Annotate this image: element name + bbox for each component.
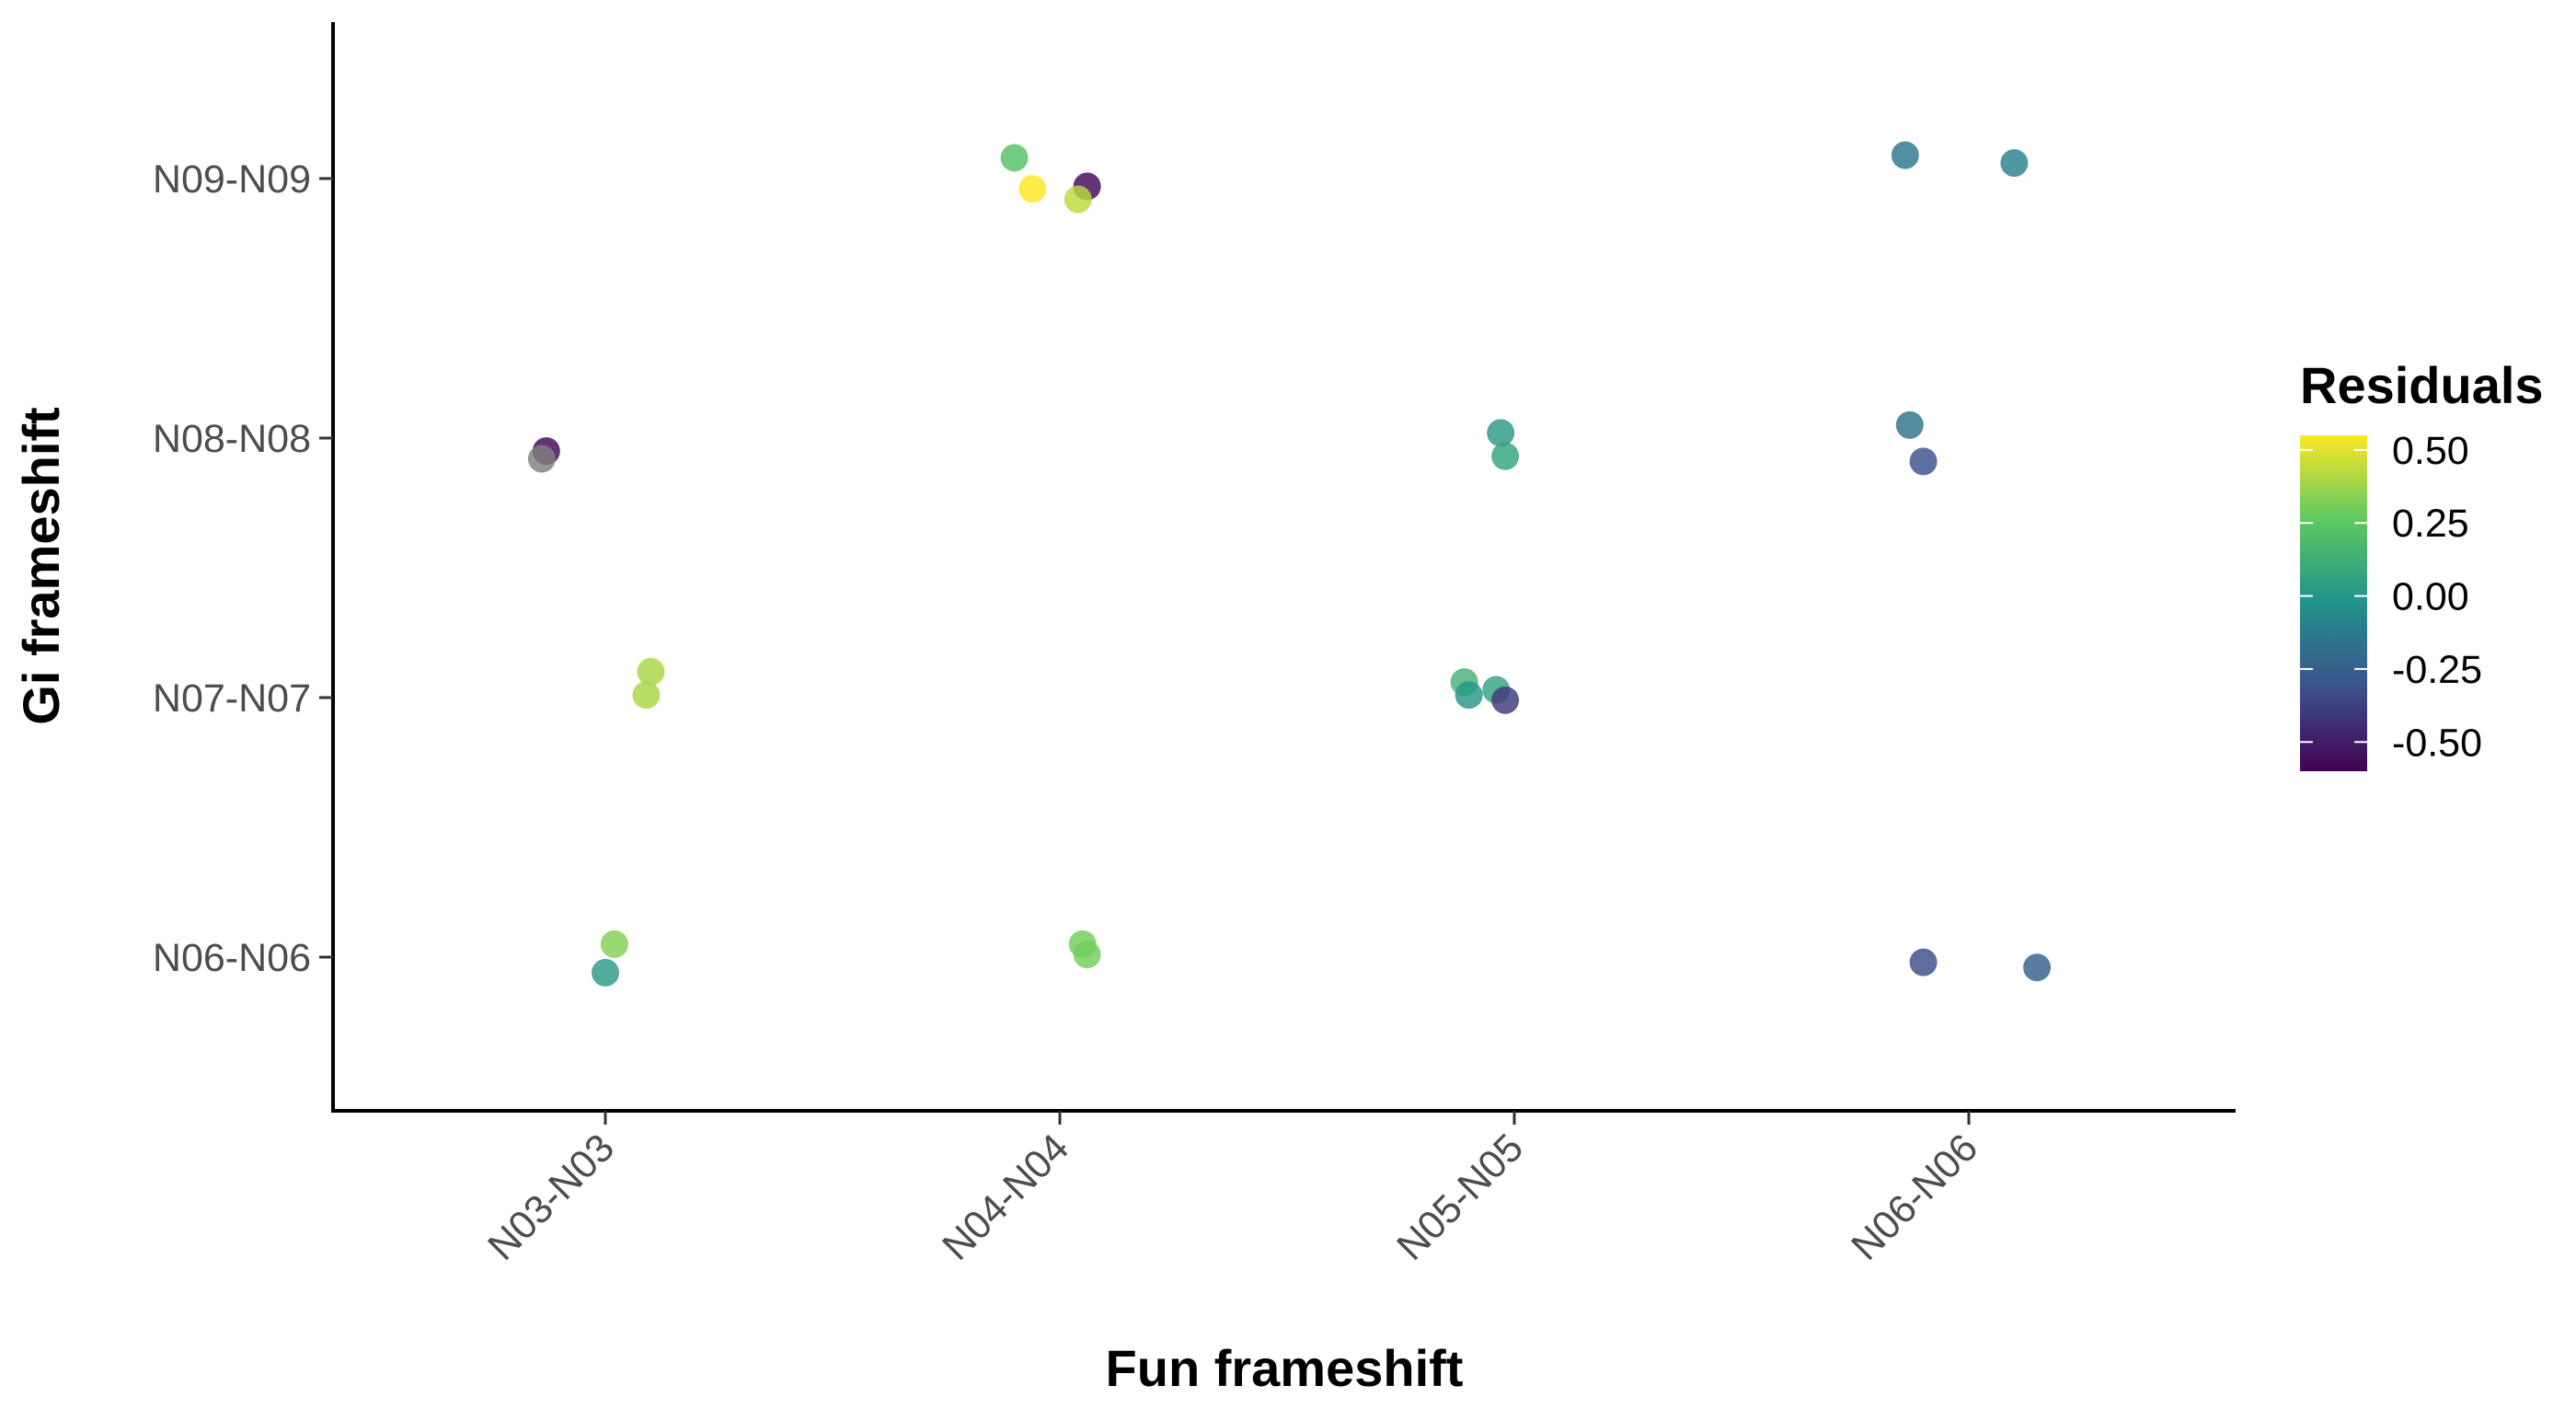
scatter-point xyxy=(1455,681,1483,710)
y-tick-label: N06-N06 xyxy=(153,936,311,980)
x-tick-label: N03-N03 xyxy=(479,1126,623,1269)
scatter-point xyxy=(1487,419,1515,447)
colorbar-tick-label: 0.25 xyxy=(2392,502,2469,546)
colorbar-legend: Residuals 0.50 0.25 0.00 -0.25 -0.50 xyxy=(2300,356,2544,771)
colorbar xyxy=(2300,435,2367,771)
x-tick-label: N06-N06 xyxy=(1843,1126,1986,1269)
axes xyxy=(331,22,2236,1113)
scatter-point xyxy=(1064,185,1092,214)
y-tick-label: N07-N07 xyxy=(153,676,311,721)
scatter-point xyxy=(600,930,628,958)
scatter-point xyxy=(1909,447,1938,476)
scatter-point xyxy=(637,657,665,686)
colorbar-ticks: 0.50 0.25 0.00 -0.25 -0.50 xyxy=(2300,429,2482,765)
scatter-point xyxy=(1909,948,1938,976)
colorbar-tick-label: 0.00 xyxy=(2392,575,2469,619)
y-axis-ticks: N06-N06 N07-N07 N08-N08 N09-N09 xyxy=(153,157,333,980)
scatter-point xyxy=(1000,144,1029,172)
scatter-point xyxy=(1891,141,1919,169)
x-tick-label: N05-N05 xyxy=(1388,1126,1532,1269)
x-tick-label: N04-N04 xyxy=(934,1126,1077,1269)
x-axis-ticks: N03-N03 N04-N04 N05-N05 N06-N06 xyxy=(479,1111,1986,1269)
scatter-point xyxy=(1018,175,1047,203)
scatter-point xyxy=(592,958,619,987)
scatter-point xyxy=(632,681,661,710)
colorbar-tick-label: -0.25 xyxy=(2392,648,2482,692)
scatter-point xyxy=(1491,442,1520,470)
y-tick-label: N09-N09 xyxy=(153,157,311,202)
scatter-point xyxy=(2000,149,2029,178)
y-tick-label: N08-N08 xyxy=(153,417,311,461)
scatter-point xyxy=(1895,410,1924,439)
x-axis-title: Fun frameshift xyxy=(1106,1339,1464,1397)
y-axis-title: Gi frameshift xyxy=(12,407,70,724)
colorbar-tick-label: 0.50 xyxy=(2392,429,2469,473)
scatter-point xyxy=(1491,686,1520,714)
legend-title: Residuals xyxy=(2300,356,2544,414)
scatter-point xyxy=(527,445,556,473)
data-points xyxy=(527,141,2052,987)
scatter-point xyxy=(2023,953,2052,982)
scatter-point xyxy=(1073,941,1101,969)
colorbar-tick-label: -0.50 xyxy=(2392,721,2482,765)
